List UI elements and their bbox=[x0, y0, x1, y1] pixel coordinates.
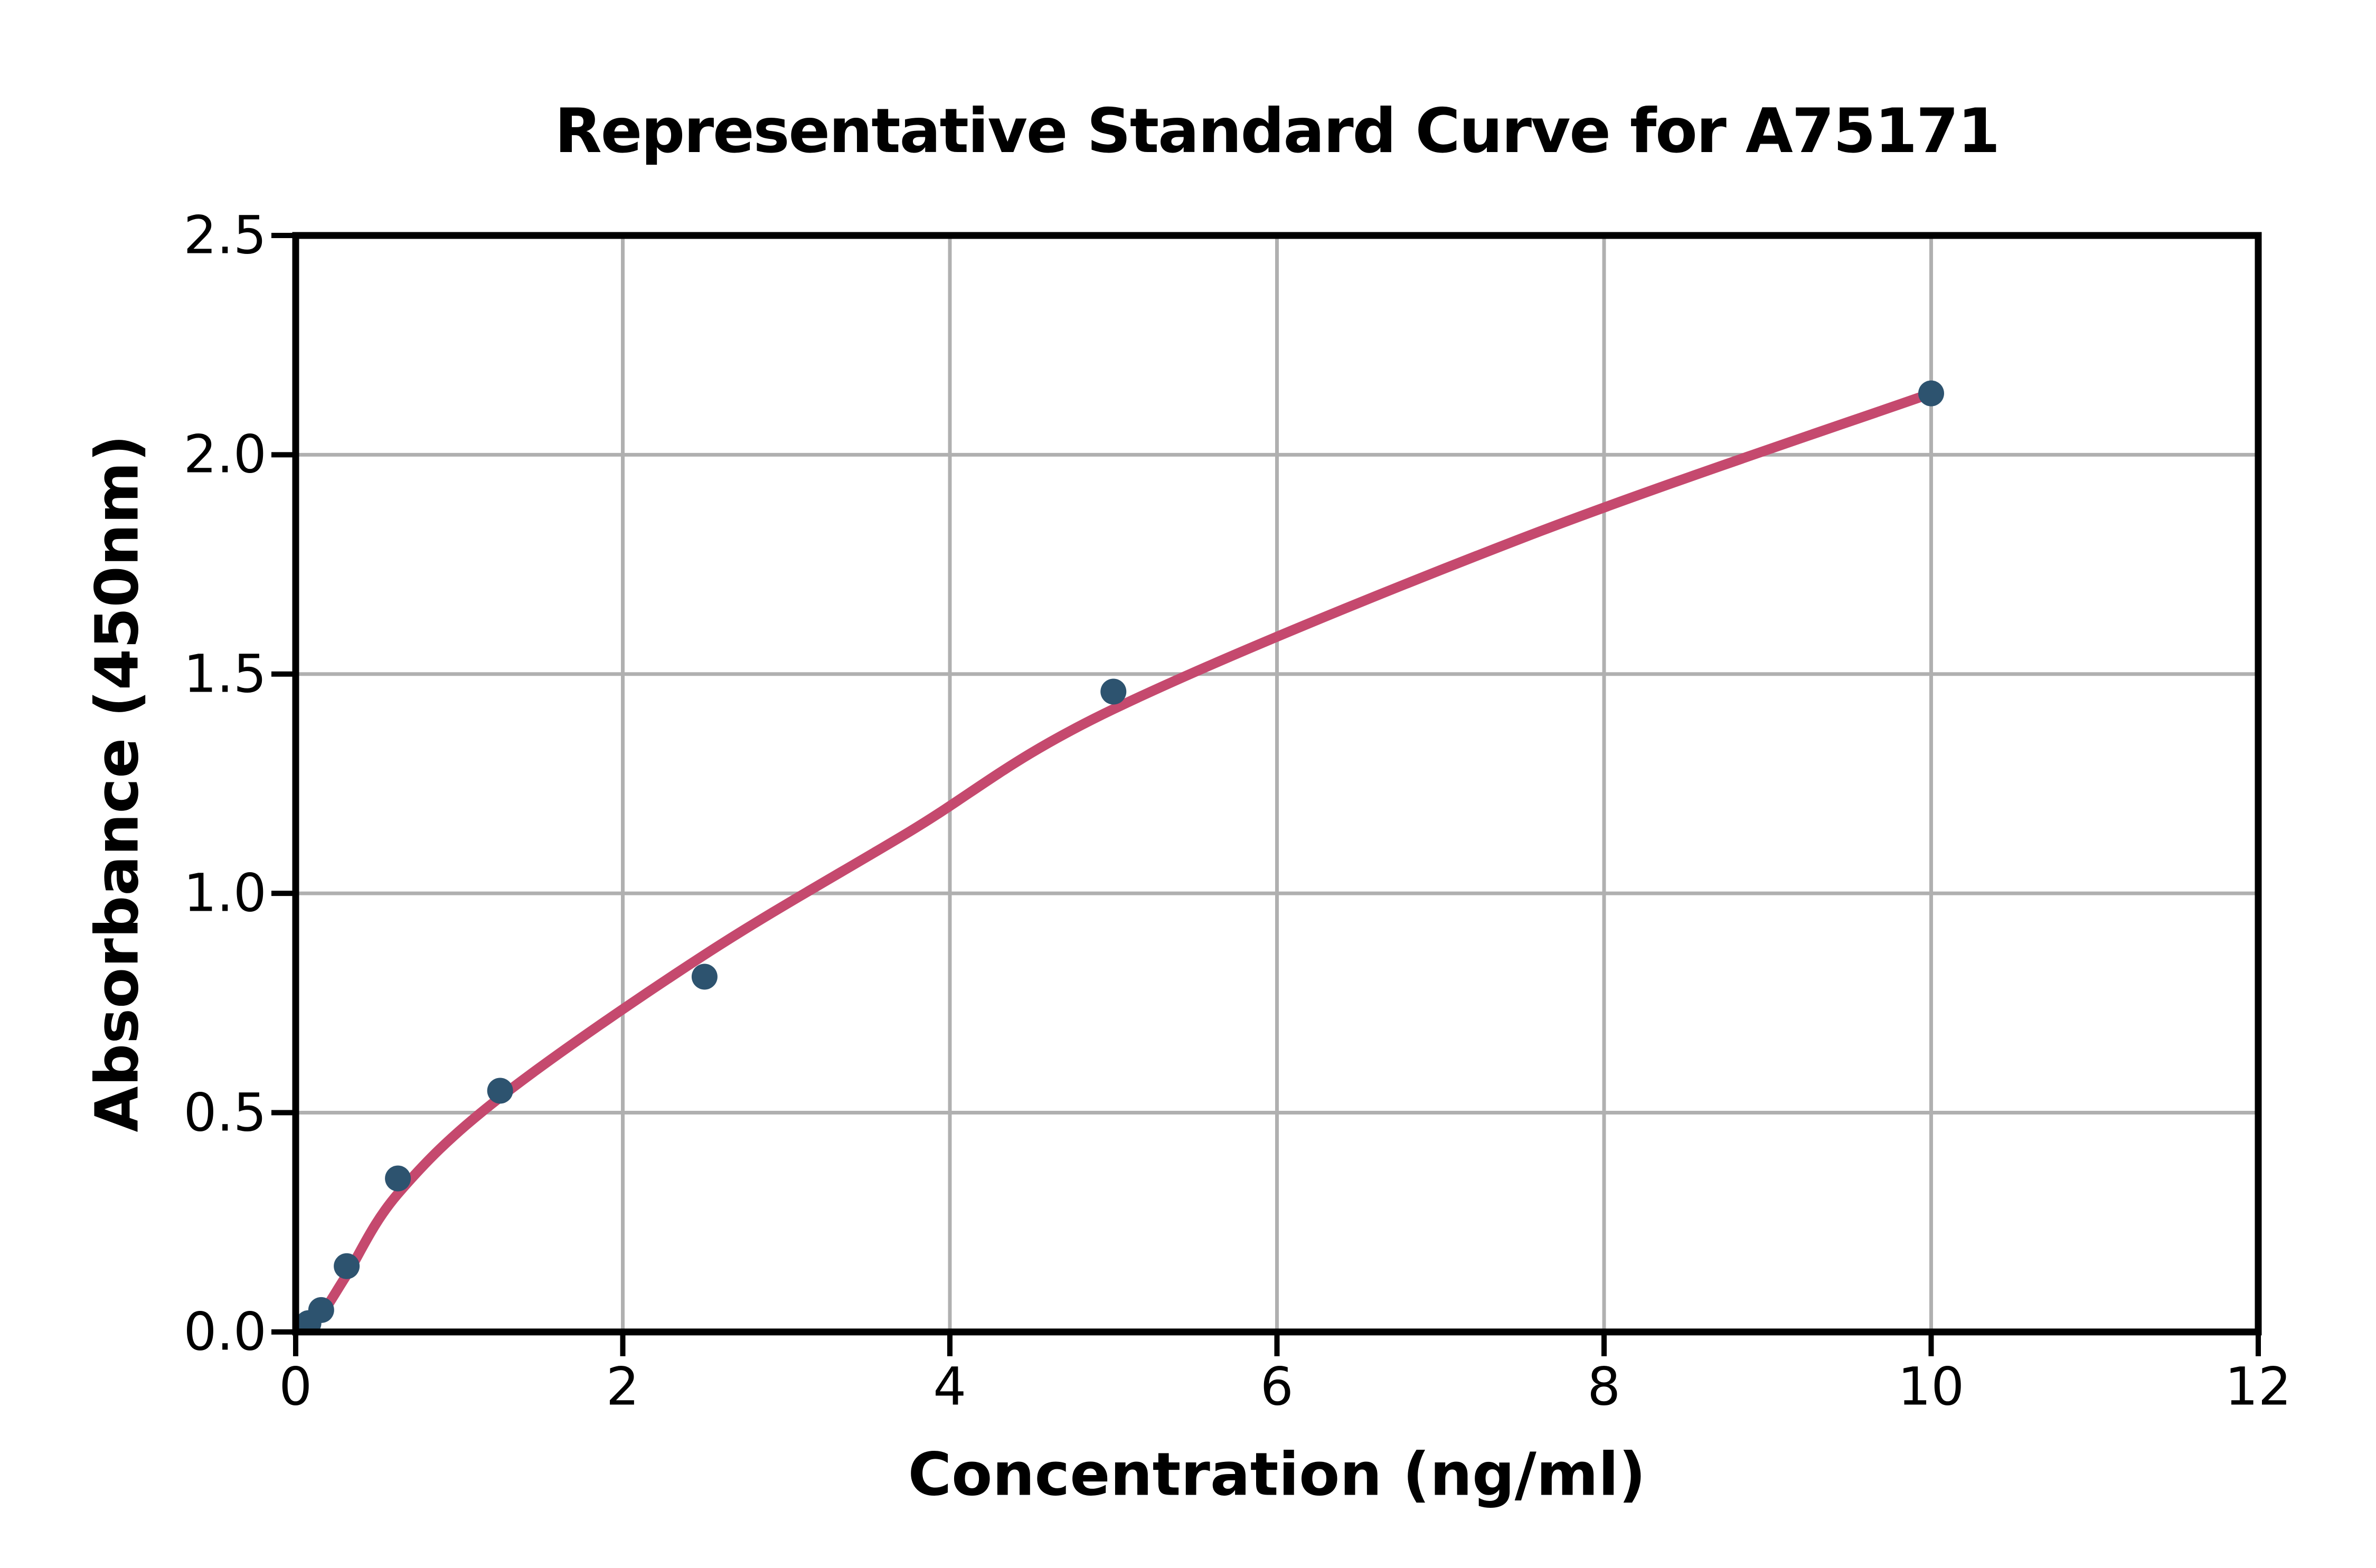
x-axis-label: Concentration (ng/ml) bbox=[908, 1440, 1646, 1509]
data-point bbox=[1100, 678, 1127, 705]
y-tick-label: 2.0 bbox=[183, 424, 267, 485]
x-tick-label: 12 bbox=[2224, 1356, 2292, 1418]
data-point bbox=[487, 1078, 513, 1104]
x-tick-label: 8 bbox=[1587, 1356, 1621, 1418]
x-tick-label: 10 bbox=[1898, 1356, 1965, 1418]
x-tick-label: 0 bbox=[279, 1356, 313, 1418]
plot-canvas bbox=[271, 232, 2262, 1356]
y-tick-label: 1.5 bbox=[183, 644, 267, 705]
y-axis-label: Absorbance (450nm) bbox=[82, 434, 152, 1132]
data-point bbox=[691, 964, 718, 990]
data-point bbox=[384, 1165, 411, 1192]
y-tick-label: 1.0 bbox=[183, 863, 267, 924]
x-tick-label: 2 bbox=[606, 1356, 639, 1418]
data-point bbox=[308, 1297, 334, 1323]
y-tick-label: 0.5 bbox=[183, 1082, 267, 1144]
data-point bbox=[333, 1253, 360, 1279]
y-tick-label: 2.5 bbox=[183, 205, 267, 266]
fitted-curve-line bbox=[297, 388, 1936, 1332]
y-tick-label: 0.0 bbox=[183, 1301, 267, 1363]
data-layer bbox=[295, 380, 1944, 1332]
data-point bbox=[1918, 380, 1944, 407]
chart-title: Representative Standard Curve for A75171 bbox=[554, 96, 2001, 167]
axes-spines bbox=[292, 232, 2262, 1336]
x-tick-label: 4 bbox=[933, 1356, 967, 1418]
x-tick-label: 6 bbox=[1260, 1356, 1294, 1418]
plot-area bbox=[271, 232, 2262, 1356]
